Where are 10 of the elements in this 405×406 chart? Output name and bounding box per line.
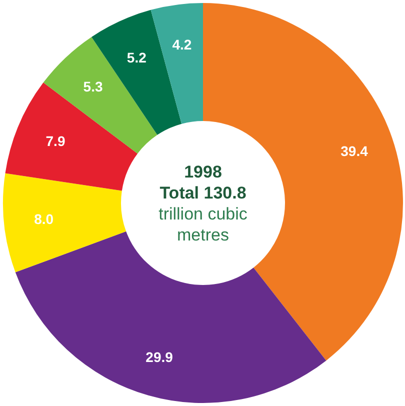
data-label: 8.0	[34, 211, 54, 228]
text: Total 130.8	[160, 183, 246, 202]
text: 1998	[184, 162, 222, 182]
data-label: 7.9	[46, 132, 66, 149]
data-label: 29.9	[146, 348, 174, 365]
data-label: 5.2	[126, 49, 147, 66]
data-label: 4.2	[172, 36, 192, 52]
data-label: 5.3	[83, 78, 103, 95]
data-label: 39.4	[340, 142, 368, 159]
text: trillion cubic metres	[158, 204, 248, 244]
